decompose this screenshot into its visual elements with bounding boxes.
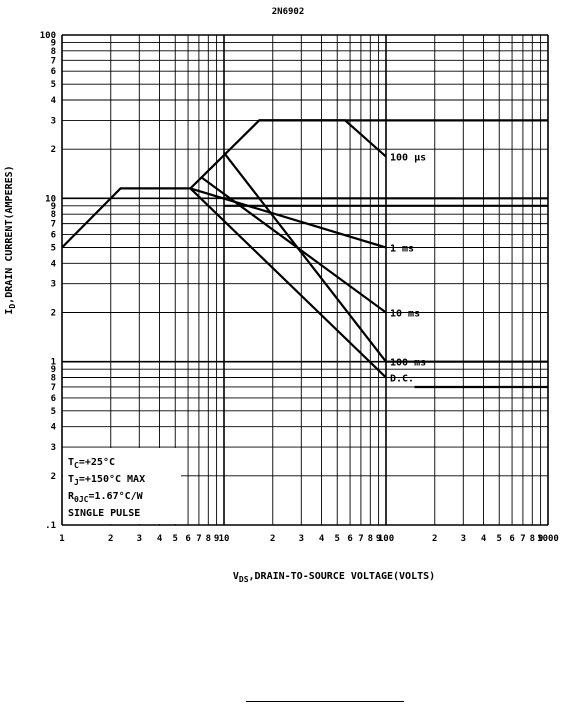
y-tick-label: 8 <box>51 373 56 383</box>
footer-rule <box>246 701 404 702</box>
reference-lines <box>224 197 548 389</box>
y-tick-label: 2 <box>51 308 56 318</box>
x-tick-label: 4 <box>319 534 325 544</box>
x-tick-label: 2 <box>432 534 437 544</box>
x-tick-label: 9 <box>376 534 381 544</box>
x-tick-label: 6 <box>347 534 352 544</box>
y-axis-label-main: ,DRAIN CURRENT(AMPERES) <box>4 165 15 303</box>
x-tick-label: 6 <box>509 534 514 544</box>
y-tick-label: 10 <box>45 194 56 204</box>
x-tick-label: 9 <box>214 534 219 544</box>
y-tick-label: 100 <box>40 31 56 41</box>
y-tick-label: 2 <box>51 472 56 482</box>
y-tick-label: 8 <box>51 47 56 57</box>
series-line <box>190 187 387 249</box>
x-tick-label: 7 <box>358 534 363 544</box>
x-tick-label: 3 <box>137 534 142 544</box>
series-line <box>189 187 387 379</box>
x-tick-label: 8 <box>530 534 535 544</box>
soa-curves <box>61 119 548 379</box>
y-tick-label: 7 <box>51 220 56 230</box>
y-tick-label: 8 <box>51 210 56 220</box>
y-tick-label: 5 <box>51 244 56 254</box>
x-tick-label: 7 <box>196 534 201 544</box>
legend-line: SINGLE PULSE <box>68 508 140 519</box>
y-tick-label: 7 <box>51 56 56 66</box>
legend-line: TC=+25°C <box>68 457 115 470</box>
x-tick-label: 4 <box>481 534 487 544</box>
y-tick-label: 7 <box>51 383 56 393</box>
x-tick-label: 2 <box>270 534 275 544</box>
y-tick-label: 6 <box>51 231 56 241</box>
x-axis-label-main: ,DRAIN-TO-SOURCE VOLTAGE(VOLTS) <box>249 571 436 582</box>
y-tick-label: .1 <box>45 521 56 531</box>
x-axis-label-sub: DS <box>239 575 249 584</box>
y-tick-label: 4 <box>51 423 57 433</box>
legend-line: RθJC=1.67°C/W <box>68 491 144 504</box>
x-tick-label: 2 <box>108 534 113 544</box>
y-tick-label: 5 <box>51 80 56 90</box>
curve-label: 100 µs <box>390 153 426 164</box>
x-tick-label: 100 <box>378 534 394 544</box>
y-tick-label: 2 <box>51 145 56 155</box>
x-tick-label: 3 <box>299 534 304 544</box>
y-tick-label: 4 <box>51 96 57 106</box>
x-tick-label: 7 <box>520 534 525 544</box>
x-tick-label: 1000 <box>537 534 559 544</box>
x-tick-label: 8 <box>368 534 373 544</box>
y-tick-label: 9 <box>51 365 56 375</box>
conditions-legend: TC=+25°C TJ=+150°C MAX RθJC=1.67°C/W SINGLE… <box>63 448 181 524</box>
curve-labels: 100 µs 1 ms 10 ms 100 ms D.C. <box>390 153 426 385</box>
y-axis-label-sub: D <box>8 304 17 309</box>
series-line <box>223 152 387 363</box>
y-tick-label: 4 <box>51 259 57 269</box>
x-tick-label: 4 <box>157 534 163 544</box>
chart-title: 2N6902 <box>272 7 305 17</box>
y-tick-label: 3 <box>51 280 56 290</box>
y-tick-label: 3 <box>51 116 56 126</box>
y-tick-label: 9 <box>51 38 56 48</box>
curve-label: 100 ms <box>390 358 426 369</box>
x-tick-label: 1 <box>59 534 64 544</box>
legend-line: TJ=+150°C MAX <box>68 474 145 487</box>
curve-label: 1 ms <box>390 244 414 255</box>
x-axis-label: VDS,DRAIN-TO-SOURCE VOLTAGE(VOLTS) <box>233 571 435 584</box>
y-axis-label: ID,DRAIN CURRENT(AMPERES) <box>4 165 17 314</box>
y-tick-label: 6 <box>51 67 56 77</box>
y-tick-label: 6 <box>51 394 56 404</box>
y-tick-label: 9 <box>51 202 56 212</box>
series-line <box>200 176 387 314</box>
y-tick-label: 5 <box>51 407 56 417</box>
x-tick-label: 10 <box>219 534 230 544</box>
x-tick-label: 5 <box>173 534 178 544</box>
x-tick-label: 9 <box>538 534 543 544</box>
y-axis-label-prefix: I <box>4 309 15 315</box>
curve-label: 10 ms <box>390 308 420 319</box>
x-tick-label: 3 <box>461 534 466 544</box>
x-axis-label-prefix: V <box>233 571 239 582</box>
y-tick-label: 3 <box>51 443 56 453</box>
x-tick-label: 5 <box>497 534 502 544</box>
legend-background <box>63 448 181 524</box>
x-tick-label: 6 <box>185 534 190 544</box>
x-tick-label: 8 <box>206 534 211 544</box>
x-tick-label: 5 <box>335 534 340 544</box>
curve-label: D.C. <box>390 373 414 384</box>
y-tick-label: 1 <box>51 358 56 368</box>
